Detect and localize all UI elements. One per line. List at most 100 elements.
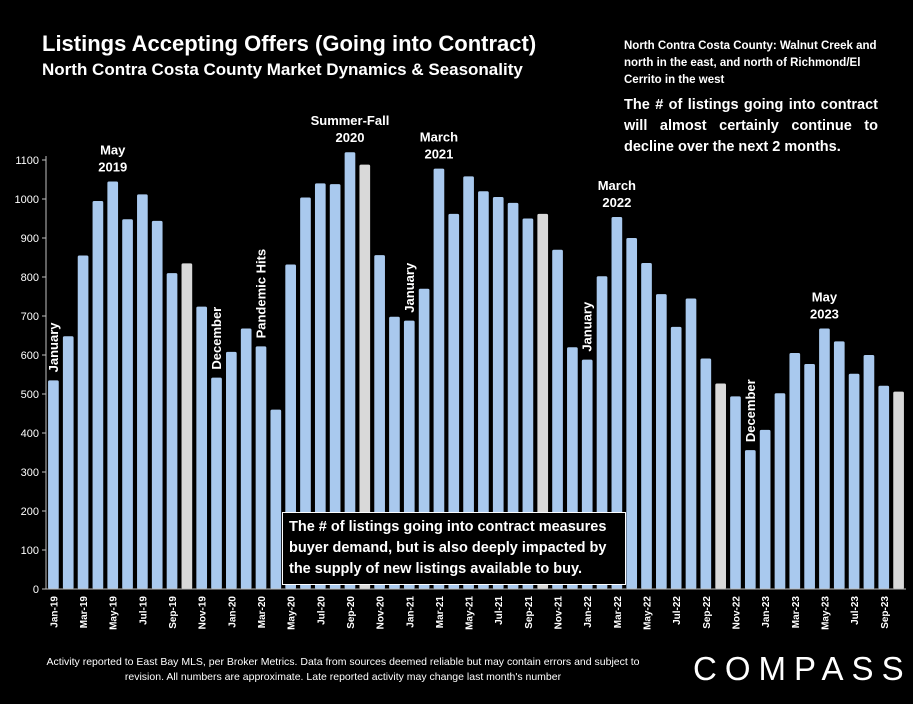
annotation-label: January <box>402 262 417 313</box>
x-tick-label: May-23 <box>820 596 831 630</box>
bar-apr-22 <box>626 238 638 589</box>
x-tick-label: May-22 <box>643 596 654 630</box>
bar-jul-21 <box>492 197 504 590</box>
bar-mar-21 <box>433 168 445 589</box>
annotation-label: January <box>46 322 61 373</box>
bar-sep-23 <box>878 385 890 589</box>
x-tick-label: Jan-19 <box>49 596 60 628</box>
x-tick-label: Jan-21 <box>405 596 416 628</box>
x-tick-label: Sep-20 <box>346 596 357 629</box>
bar-oct-21 <box>537 213 549 589</box>
x-tick-label: Nov-21 <box>554 596 565 630</box>
annotation-label: May <box>812 289 838 304</box>
bar-oct-22 <box>715 383 726 589</box>
annotation-label: Summer-Fall <box>311 113 390 128</box>
bar-jan-23 <box>759 429 771 589</box>
y-tick-label: 1100 <box>15 155 39 167</box>
annotation-label: 2022 <box>602 195 631 210</box>
bar-may-22 <box>641 262 652 589</box>
chart-annotations: January May 2019 December Pandemic Hits Summe… <box>46 113 839 442</box>
x-tick-label: May-19 <box>109 596 120 630</box>
annotation-label: March <box>420 130 458 145</box>
x-axis: Jan-19 Mar-19 May-19 Jul-19 Sep-19 Nov-19 Jan-… <box>46 588 906 630</box>
x-tick-label: Jan-23 <box>761 596 772 628</box>
bar-sep-19 <box>166 273 178 589</box>
x-tick-label: Jul-23 <box>850 596 861 625</box>
bar-oct-20 <box>359 164 371 589</box>
bar-jun-21 <box>478 191 489 589</box>
x-tick-label: Jan-20 <box>227 596 238 628</box>
bar-mar-22 <box>611 216 623 589</box>
y-tick-label: 300 <box>21 467 39 479</box>
bar-sep-22 <box>700 358 712 589</box>
y-tick-label: 100 <box>21 545 39 557</box>
x-tick-label: Jul-22 <box>672 596 683 625</box>
y-tick-label: 900 <box>21 233 39 245</box>
x-tick-label: Sep-21 <box>524 596 535 629</box>
x-tick-label: Nov-19 <box>198 596 209 630</box>
bar-aug-19 <box>151 220 163 589</box>
demand-note-box: The # of listings going into contract me… <box>282 512 626 585</box>
bar-jul-19 <box>137 194 148 589</box>
bar-aug-22 <box>685 298 697 589</box>
annotation-label: 2023 <box>810 306 839 321</box>
bar-may-20 <box>285 264 296 589</box>
annotation-label: 2019 <box>98 159 127 174</box>
annotation-label: January <box>580 301 595 352</box>
x-tick-label: Nov-22 <box>731 596 742 630</box>
bar-mar-19 <box>77 255 89 590</box>
bar-nov-19 <box>196 306 208 589</box>
x-tick-label: Jul-21 <box>494 596 505 625</box>
bar-aug-23 <box>863 355 875 589</box>
bar-dec-22 <box>744 450 756 589</box>
y-tick-label: 200 <box>21 506 39 518</box>
y-tick-label: 700 <box>21 311 39 323</box>
x-tick-label: May-20 <box>287 596 298 630</box>
y-axis: 0 100 200 300 400 500 600 700 800 900 1000 1100 <box>15 155 47 596</box>
bar-sep-20 <box>344 152 356 589</box>
chart-subtitle: North Contra Costa County Market Dynamic… <box>42 60 523 79</box>
y-tick-label: 0 <box>33 584 39 596</box>
bar-may-21 <box>463 176 474 589</box>
bar-feb-19 <box>62 336 74 589</box>
annotation-label: 2021 <box>424 147 453 162</box>
bar-apr-23 <box>804 363 815 589</box>
bar-jun-22 <box>656 294 667 589</box>
bar-feb-23 <box>774 393 786 589</box>
y-tick-label: 600 <box>21 350 39 362</box>
x-tick-label: Sep-22 <box>702 596 713 629</box>
bar-jul-23 <box>848 373 860 589</box>
bar-feb-22 <box>596 276 608 589</box>
x-tick-label: Jul-19 <box>138 596 149 625</box>
bar-nov-21 <box>552 249 563 589</box>
x-tick-label: Nov-20 <box>376 596 387 630</box>
bar-jan-19 <box>48 380 59 589</box>
annotation-label: 2020 <box>336 130 365 145</box>
bar-jan-20 <box>226 351 237 589</box>
y-tick-label: 800 <box>21 272 39 284</box>
forecast-note: The # of listings going into contract wi… <box>624 97 878 155</box>
annotation-label: March <box>598 178 636 193</box>
bar-aug-20 <box>329 184 341 589</box>
bar-oct-23 <box>893 391 904 589</box>
bar-dec-19 <box>211 377 222 589</box>
x-tick-label: Mar-21 <box>435 596 446 629</box>
bar-apr-19 <box>92 200 104 589</box>
compass-logo: COMPASS <box>693 650 912 687</box>
bar-jun-19 <box>122 219 133 589</box>
bar-sep-21 <box>522 218 534 589</box>
region-note: North Contra Costa County: Walnut Creek … <box>624 40 877 86</box>
x-tick-label: Mar-23 <box>791 596 802 629</box>
bar-nov-22 <box>730 396 741 589</box>
bar-oct-19 <box>181 263 193 589</box>
bar-may-23 <box>819 328 830 589</box>
annotation-label: Pandemic Hits <box>254 249 269 339</box>
bar-aug-21 <box>507 202 519 589</box>
x-tick-label: Sep-23 <box>880 596 891 629</box>
bar-nov-20 <box>374 255 385 589</box>
bar-apr-21 <box>448 213 460 589</box>
x-tick-label: Mar-20 <box>257 596 268 629</box>
x-tick-label: Mar-22 <box>613 596 624 629</box>
bar-feb-20 <box>240 328 252 589</box>
x-tick-label: Mar-19 <box>79 596 90 629</box>
